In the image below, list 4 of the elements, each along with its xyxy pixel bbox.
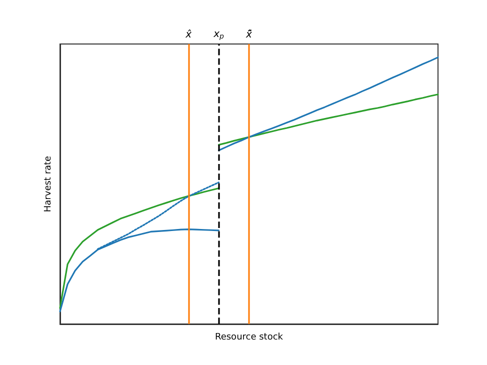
x-tick-label: x̃̂: [245, 30, 252, 40]
x-tick-label: x̂: [184, 30, 192, 40]
x-axis-title: Resource stock: [214, 332, 284, 342]
y-axis-title: Harvest rate: [44, 155, 54, 212]
